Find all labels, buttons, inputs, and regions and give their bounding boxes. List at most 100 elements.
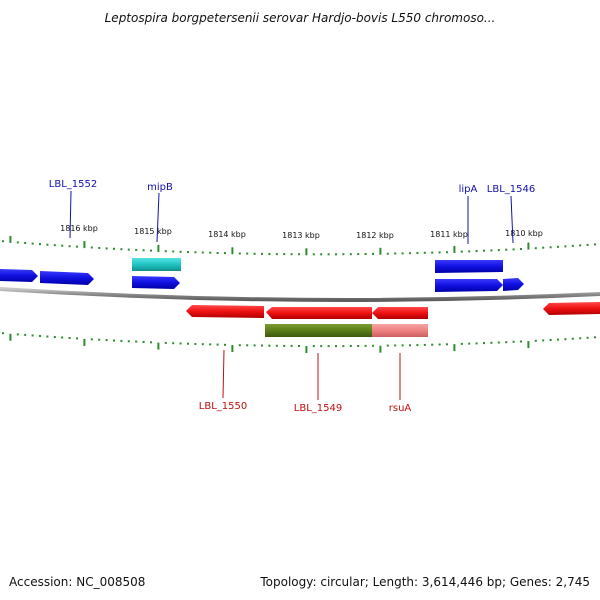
leader-line: [156, 192, 160, 243]
forward-gene-lipA[interactable]: [435, 279, 503, 292]
minor-tick: [216, 252, 219, 254]
minor-tick: [564, 338, 567, 341]
minor-tick: [298, 253, 300, 256]
gene-label-LBL_1546[interactable]: LBL_1546: [487, 184, 535, 195]
minor-tick: [372, 344, 374, 347]
minor-tick: [320, 253, 323, 256]
minor-tick: [505, 341, 508, 344]
forward-gene-mipB[interactable]: [132, 276, 180, 289]
major-tick: [83, 241, 86, 249]
minor-tick: [460, 342, 463, 345]
minor-tick: [164, 341, 167, 344]
gene-label-mipB[interactable]: mipB: [147, 182, 173, 193]
minor-tick: [224, 343, 226, 346]
minor-tick: [357, 253, 360, 256]
forward-gene-LBL_1546[interactable]: [503, 278, 524, 291]
minor-tick: [238, 252, 241, 255]
minor-tick: [113, 339, 115, 342]
minor-tick: [68, 245, 71, 248]
minor-tick: [105, 247, 108, 250]
minor-tick: [261, 252, 263, 255]
minor-tick: [557, 245, 559, 248]
minor-tick: [490, 249, 493, 252]
major-tick: [9, 333, 12, 341]
minor-tick: [327, 253, 330, 256]
minor-tick: [520, 248, 522, 250]
reverse-feature-rsuA[interactable]: [372, 324, 428, 337]
minor-tick: [394, 344, 397, 347]
reverse-feature-LBL_1549[interactable]: [265, 324, 372, 337]
major-tick: [527, 341, 530, 349]
minor-tick: [320, 345, 323, 348]
reverse-cds-track: [186, 302, 600, 319]
minor-tick: [386, 252, 389, 255]
gene-label-rsuA[interactable]: rsuA: [389, 403, 412, 414]
minor-tick: [349, 345, 352, 347]
minor-tick: [335, 253, 337, 256]
forward-gene-lipA-feature[interactable]: [435, 260, 503, 273]
minor-tick: [497, 249, 500, 252]
minor-tick: [534, 339, 537, 342]
minor-tick: [549, 246, 552, 249]
gene-label-lipA[interactable]: lipA: [459, 184, 478, 195]
major-tick: [231, 247, 234, 255]
minor-tick: [61, 244, 64, 247]
reverse-gene-LBL_1549[interactable]: [266, 307, 372, 319]
gene-label-LBL_1550[interactable]: LBL_1550: [199, 401, 247, 412]
major-tick: [9, 235, 12, 243]
minor-tick: [512, 248, 515, 251]
minor-tick: [490, 341, 493, 344]
minor-tick: [475, 342, 478, 345]
minor-tick: [113, 247, 115, 250]
minor-tick: [520, 340, 522, 343]
minor-tick: [579, 244, 582, 247]
gene-label-LBL_1549[interactable]: LBL_1549: [294, 403, 342, 414]
reverse-label-leaders: [222, 349, 401, 400]
minor-tick: [135, 340, 138, 343]
minor-tick: [542, 339, 545, 342]
minor-tick: [401, 252, 404, 255]
reverse-gene-rsuA[interactable]: [372, 307, 428, 319]
minor-tick: [142, 249, 145, 252]
forward-gene-arrow[interactable]: [0, 269, 38, 282]
minor-tick: [283, 344, 286, 347]
minor-tick: [120, 339, 123, 342]
minor-tick: [142, 341, 145, 343]
minor-tick: [283, 253, 286, 256]
minor-tick: [275, 253, 278, 256]
reverse-gene-arrow[interactable]: [543, 302, 600, 315]
minor-tick: [31, 242, 34, 245]
minor-tick: [431, 343, 434, 346]
minor-tick: [187, 251, 189, 254]
minor-tick: [372, 252, 374, 255]
forward-gene-LBL_1552[interactable]: [40, 271, 94, 285]
minor-tick: [246, 252, 249, 255]
reverse-gene-LBL_1550[interactable]: [186, 305, 264, 318]
minor-tick: [2, 332, 4, 335]
major-tick: [157, 244, 160, 252]
minor-tick: [594, 336, 596, 339]
minor-tick: [172, 250, 175, 253]
minor-tick: [31, 334, 34, 337]
minor-tick: [335, 345, 337, 348]
minor-tick: [150, 341, 152, 344]
minor-tick: [201, 251, 204, 254]
minor-tick: [127, 340, 130, 343]
minor-tick: [571, 244, 574, 247]
minor-tick: [446, 343, 448, 346]
minor-tick: [194, 251, 197, 254]
outer-tick-ring: [2, 235, 596, 256]
minor-tick: [246, 344, 249, 347]
map-title: Leptospira borgpetersenii serovar Hardjo…: [105, 11, 496, 25]
minor-tick: [483, 249, 485, 252]
minor-tick: [150, 249, 152, 252]
minor-tick: [53, 244, 56, 247]
forward-feature-mipB[interactable]: [132, 258, 181, 271]
minor-tick: [24, 242, 27, 244]
major-tick: [83, 338, 86, 346]
minor-tick: [238, 344, 241, 347]
minor-tick: [61, 336, 64, 339]
minor-tick: [312, 345, 315, 348]
minor-tick: [24, 333, 27, 336]
gene-label-LBL_1552[interactable]: LBL_1552: [49, 179, 97, 190]
